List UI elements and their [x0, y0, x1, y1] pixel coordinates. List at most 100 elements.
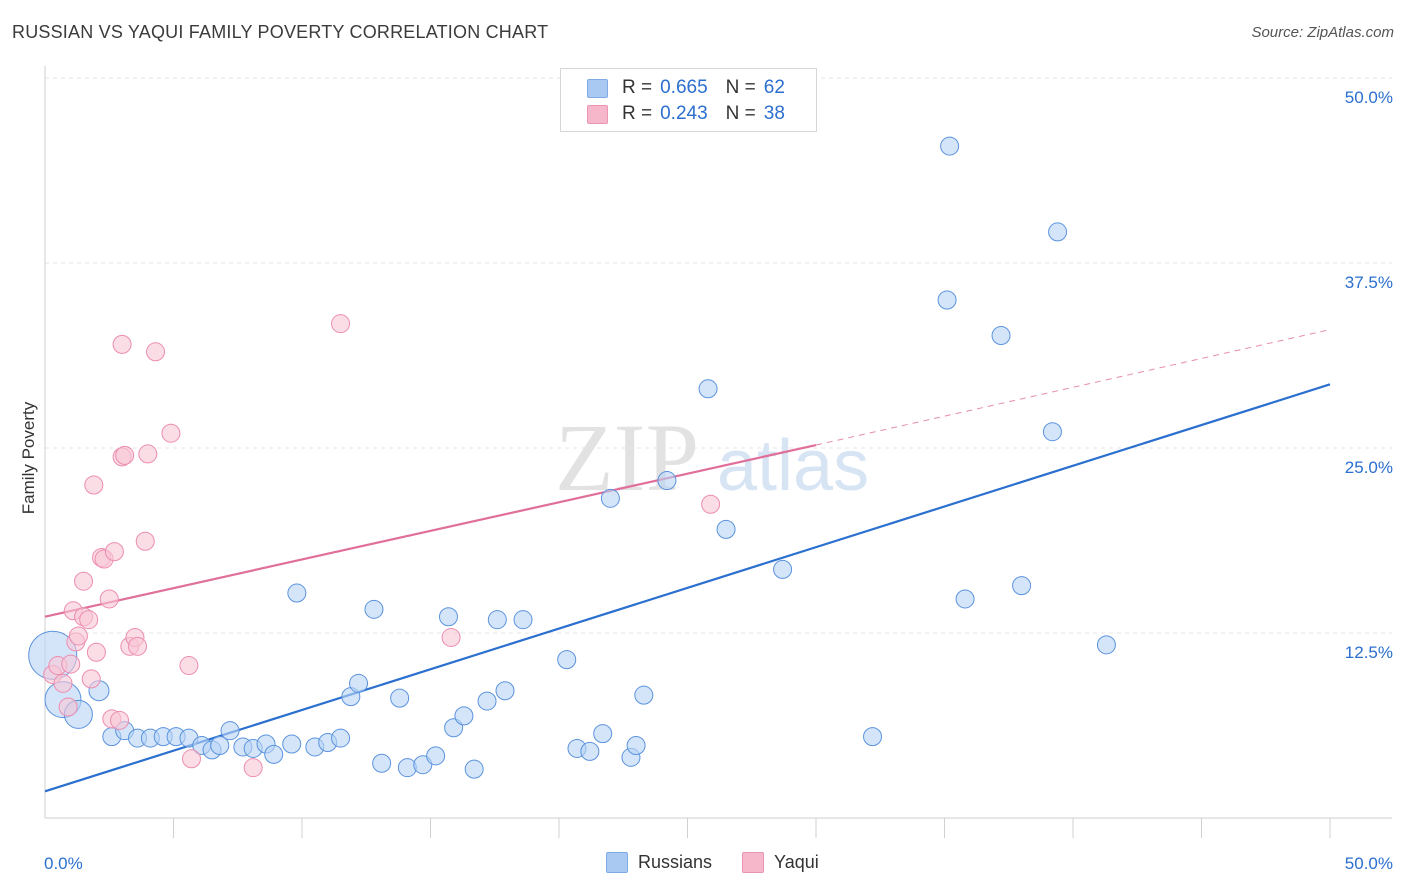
point-yaqui — [104, 542, 124, 562]
point-russians — [991, 326, 1011, 346]
point-russians — [495, 681, 515, 701]
x-tick-label: 50.0% — [1345, 854, 1393, 873]
point-russians — [1048, 222, 1068, 242]
point-russians — [600, 488, 620, 508]
trend-line-russians — [44, 383, 1331, 793]
point-yaqui — [99, 589, 119, 609]
point-russians — [487, 610, 507, 630]
point-russians — [426, 746, 446, 766]
bottom-legend-label-yaqui: Yaqui — [774, 852, 819, 872]
point-yaqui — [128, 636, 148, 656]
bottom-legend-yaqui: Yaqui — [742, 852, 819, 873]
bottom-legend-swatch-yaqui — [742, 852, 765, 873]
y-axis-label: Family Poverty — [19, 401, 38, 514]
point-yaqui — [441, 627, 461, 647]
point-yaqui — [331, 314, 351, 334]
watermark: ZIP atlas — [555, 404, 869, 511]
bottom-legend-russians: Russians — [606, 852, 712, 873]
legend-swatch-russians — [587, 78, 608, 98]
point-russians — [438, 607, 458, 627]
point-russians — [264, 744, 284, 764]
y-tick-label: 12.5% — [1345, 643, 1393, 662]
point-yaqui — [53, 673, 73, 693]
point-russians — [1012, 576, 1032, 596]
y-tick-label: 50.0% — [1345, 88, 1393, 107]
point-yaqui — [110, 710, 130, 730]
legend-n-label: N = — [725, 103, 756, 124]
point-russians — [331, 728, 351, 748]
point-russians — [580, 741, 600, 761]
chart-title: RUSSIAN VS YAQUI FAMILY POVERTY CORRELAT… — [12, 22, 549, 42]
point-russians — [464, 759, 484, 779]
trend-lines — [44, 329, 1331, 793]
grid — [45, 77, 1392, 634]
legend-row-yaqui: R = 0.243 N = 38 — [587, 102, 785, 126]
legend-n-value: 62 — [763, 77, 785, 98]
point-russians — [773, 559, 793, 579]
legend-swatch-yaqui — [587, 104, 608, 124]
legend-r-value: 0.243 — [660, 103, 708, 124]
point-russians — [657, 471, 677, 491]
point-yaqui — [146, 342, 166, 362]
point-russians — [557, 650, 577, 670]
legend-n-label: N = — [725, 77, 756, 98]
point-yaqui — [138, 444, 158, 464]
point-russians — [477, 691, 497, 711]
point-russians — [390, 688, 410, 708]
point-russians — [593, 724, 613, 744]
point-russians — [1096, 635, 1116, 655]
point-russians — [349, 673, 369, 693]
point-russians — [220, 721, 240, 741]
point-russians — [513, 610, 533, 630]
point-yaqui — [161, 423, 181, 443]
bottom-legend-label-russians: Russians — [638, 852, 713, 872]
trend-extension-yaqui — [815, 329, 1331, 446]
point-yaqui — [86, 642, 106, 662]
point-russians — [626, 735, 646, 755]
point-yaqui — [81, 669, 101, 689]
tick-labels: 12.5% 25.0% 37.5% 50.0% 0.0% 50.0% — [44, 88, 1393, 873]
watermark-atlas: atlas — [717, 426, 869, 506]
point-russians — [210, 735, 230, 755]
point-yaqui — [79, 610, 99, 630]
legend-n-value: 38 — [763, 103, 785, 124]
source-label: Source: ZipAtlas.com — [1251, 24, 1394, 41]
point-russians — [1042, 422, 1062, 442]
legend-r-label: R = — [622, 103, 653, 124]
point-russians — [634, 685, 654, 705]
legend-r-label: R = — [622, 77, 653, 98]
point-yaqui — [243, 758, 263, 778]
point-russians — [282, 734, 302, 754]
point-russians — [716, 519, 736, 539]
bottom-legend: Russians Yaqui — [606, 852, 849, 873]
bottom-legend-swatch-russians — [606, 852, 628, 873]
point-yaqui — [701, 494, 721, 514]
legend: R = 0.665 N = 62 R = 0.243 N = 38 — [560, 68, 817, 132]
y-tick-label: 25.0% — [1345, 458, 1393, 477]
point-russians — [940, 136, 960, 156]
data-points — [28, 136, 1116, 779]
point-russians — [287, 583, 307, 603]
point-yaqui — [179, 656, 199, 676]
point-russians — [955, 589, 975, 609]
point-russians — [698, 379, 718, 399]
point-russians — [863, 727, 883, 747]
legend-r-value: 0.665 — [660, 77, 708, 98]
point-yaqui — [74, 571, 94, 591]
trend-line-yaqui — [44, 443, 817, 618]
point-russians — [397, 758, 417, 778]
point-yaqui — [115, 445, 135, 465]
y-tick-label: 37.5% — [1345, 273, 1393, 292]
point-yaqui — [84, 475, 104, 495]
legend-row-russians: R = 0.665 N = 62 — [587, 76, 785, 100]
point-yaqui — [181, 749, 201, 769]
point-russians — [372, 753, 392, 773]
point-russians — [454, 706, 474, 726]
point-yaqui — [68, 626, 88, 646]
axes — [44, 66, 1392, 838]
point-yaqui — [58, 697, 78, 717]
point-yaqui — [135, 531, 155, 551]
point-russians — [364, 599, 384, 619]
point-yaqui — [61, 654, 81, 674]
